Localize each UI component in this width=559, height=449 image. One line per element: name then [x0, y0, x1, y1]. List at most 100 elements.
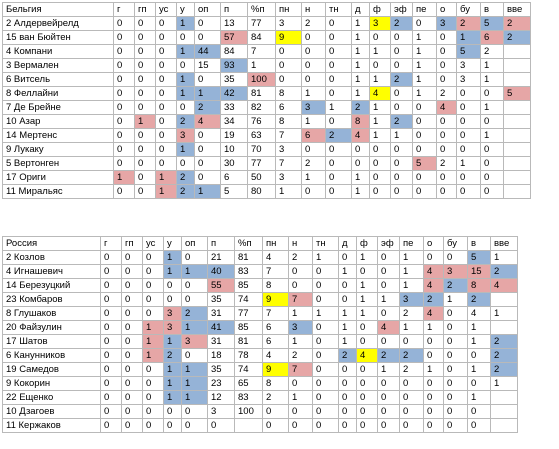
- stat-cell-u[interactable]: 0: [163, 418, 182, 433]
- stat-cell-g[interactable]: 0: [100, 334, 122, 349]
- stat-cell-us[interactable]: 0: [155, 86, 177, 101]
- stat-cell-ef[interactable]: 2: [390, 72, 413, 87]
- column-header-ef[interactable]: эф: [390, 2, 413, 17]
- stat-cell-f[interactable]: 1: [356, 250, 378, 265]
- stat-cell-gp[interactable]: 0: [134, 86, 156, 101]
- stat-cell-gp[interactable]: 0: [121, 404, 143, 419]
- stat-cell-g[interactable]: 0: [100, 250, 122, 265]
- stat-cell-gp[interactable]: 0: [121, 390, 143, 405]
- stat-cell-ef[interactable]: 0: [390, 30, 413, 45]
- stat-cell-gp[interactable]: 0: [121, 278, 143, 293]
- stat-cell-o[interactable]: 1: [423, 362, 444, 377]
- stat-cell-u[interactable]: 0: [163, 278, 182, 293]
- stat-cell-pn[interactable]: 6: [275, 100, 302, 115]
- player-name-cell[interactable]: 22 Ещенко: [2, 390, 101, 405]
- stat-cell-op[interactable]: 1: [181, 320, 208, 335]
- stat-cell-d[interactable]: 0: [338, 362, 357, 377]
- stat-cell-bu[interactable]: 0: [456, 86, 481, 101]
- stat-cell-pe[interactable]: 1: [399, 264, 424, 279]
- column-header-u[interactable]: у: [163, 236, 182, 251]
- stat-cell-pe[interactable]: 1: [412, 44, 437, 59]
- stat-cell-tn[interactable]: 0: [325, 72, 352, 87]
- stat-cell-tn[interactable]: 0: [325, 114, 352, 129]
- stat-cell-pct-p[interactable]: 78: [234, 348, 263, 363]
- column-header-d[interactable]: д: [351, 2, 370, 17]
- column-header-pn[interactable]: пн: [262, 236, 289, 251]
- stat-cell-pn[interactable]: 0: [262, 404, 289, 419]
- stat-cell-vve[interactable]: [503, 170, 531, 185]
- stat-cell-vve[interactable]: [503, 128, 531, 143]
- stat-cell-o[interactable]: 2: [436, 156, 457, 171]
- stat-cell-p[interactable]: 34: [220, 114, 248, 129]
- stat-cell-o[interactable]: 0: [423, 390, 444, 405]
- stat-cell-n[interactable]: 1: [301, 86, 326, 101]
- column-header-us[interactable]: ус: [142, 236, 164, 251]
- stat-cell-v[interactable]: 5: [467, 250, 491, 265]
- stat-cell-tn[interactable]: 0: [325, 58, 352, 73]
- stat-cell-gp[interactable]: 0: [134, 100, 156, 115]
- player-name-cell[interactable]: 19 Самедов: [2, 362, 101, 377]
- stat-cell-g[interactable]: 0: [100, 404, 122, 419]
- column-header-n[interactable]: н: [288, 236, 313, 251]
- stat-cell-vve[interactable]: [503, 142, 531, 157]
- stat-cell-f[interactable]: 0: [356, 404, 378, 419]
- stat-cell-us[interactable]: 0: [142, 390, 164, 405]
- stat-cell-n[interactable]: 7: [288, 292, 313, 307]
- stat-cell-pe[interactable]: 1: [399, 278, 424, 293]
- column-header-d[interactable]: д: [338, 236, 357, 251]
- stat-cell-vve[interactable]: 2: [503, 30, 531, 45]
- stat-cell-pn[interactable]: 2: [262, 390, 289, 405]
- stat-cell-bu[interactable]: 0: [456, 142, 481, 157]
- stat-cell-bu[interactable]: 0: [443, 362, 468, 377]
- stat-cell-us[interactable]: 0: [142, 362, 164, 377]
- stat-cell-pn[interactable]: 9: [275, 30, 302, 45]
- stat-cell-op[interactable]: 1: [181, 264, 208, 279]
- stat-cell-f[interactable]: 1: [369, 128, 391, 143]
- stat-cell-us[interactable]: 0: [142, 418, 164, 433]
- stat-cell-vve[interactable]: 2: [490, 362, 518, 377]
- stat-cell-bu[interactable]: 0: [443, 306, 468, 321]
- player-name-cell[interactable]: 6 Витсель: [2, 72, 114, 87]
- stat-cell-p[interactable]: 0: [207, 418, 235, 433]
- stat-cell-v[interactable]: 1: [480, 128, 504, 143]
- stat-cell-pct-p[interactable]: 65: [234, 376, 263, 391]
- stat-cell-bu[interactable]: 3: [456, 72, 481, 87]
- stat-cell-tn[interactable]: 0: [325, 30, 352, 45]
- stat-cell-pe[interactable]: 5: [412, 156, 437, 171]
- stat-cell-pe[interactable]: 1: [412, 86, 437, 101]
- stat-cell-v[interactable]: 0: [480, 170, 504, 185]
- stat-cell-f[interactable]: 1: [356, 292, 378, 307]
- stat-cell-pn[interactable]: 9: [262, 292, 289, 307]
- stat-cell-vve[interactable]: 1: [490, 250, 518, 265]
- stat-cell-ef[interactable]: 0: [390, 100, 413, 115]
- stat-cell-bu[interactable]: 0: [443, 418, 468, 433]
- stat-cell-v[interactable]: 5: [480, 16, 504, 31]
- stat-cell-bu[interactable]: 0: [443, 348, 468, 363]
- stat-cell-vve[interactable]: 2: [503, 16, 531, 31]
- stat-cell-pct-p[interactable]: 81: [234, 250, 263, 265]
- stat-cell-pe[interactable]: 0: [412, 184, 437, 199]
- stat-cell-u[interactable]: 0: [176, 100, 195, 115]
- stat-cell-pn[interactable]: 8: [275, 114, 302, 129]
- player-name-cell[interactable]: 2 Алдервейрелд: [2, 16, 114, 31]
- stat-cell-op[interactable]: 15: [194, 58, 221, 73]
- stat-cell-n[interactable]: 0: [288, 264, 313, 279]
- stat-cell-o[interactable]: 1: [423, 320, 444, 335]
- stat-cell-pct-p[interactable]: 85: [234, 320, 263, 335]
- column-header-vve[interactable]: вве: [503, 2, 531, 17]
- stat-cell-f[interactable]: 1: [369, 72, 391, 87]
- stat-cell-bu[interactable]: 0: [443, 320, 468, 335]
- stat-cell-n[interactable]: 1: [288, 390, 313, 405]
- stat-cell-d[interactable]: 1: [351, 58, 370, 73]
- stat-cell-us[interactable]: 0: [155, 58, 177, 73]
- column-header-op[interactable]: оп: [194, 2, 221, 17]
- stat-cell-u[interactable]: 1: [163, 334, 182, 349]
- stat-cell-pct-p[interactable]: 77: [247, 16, 276, 31]
- stat-cell-u[interactable]: 0: [163, 404, 182, 419]
- stat-cell-n[interactable]: 3: [301, 100, 326, 115]
- player-name-cell[interactable]: 11 Миральяс: [2, 184, 114, 199]
- stat-cell-n[interactable]: 0: [301, 72, 326, 87]
- stat-cell-u[interactable]: 0: [176, 156, 195, 171]
- stat-cell-pe[interactable]: 0: [412, 128, 437, 143]
- stat-cell-gp[interactable]: 0: [121, 250, 143, 265]
